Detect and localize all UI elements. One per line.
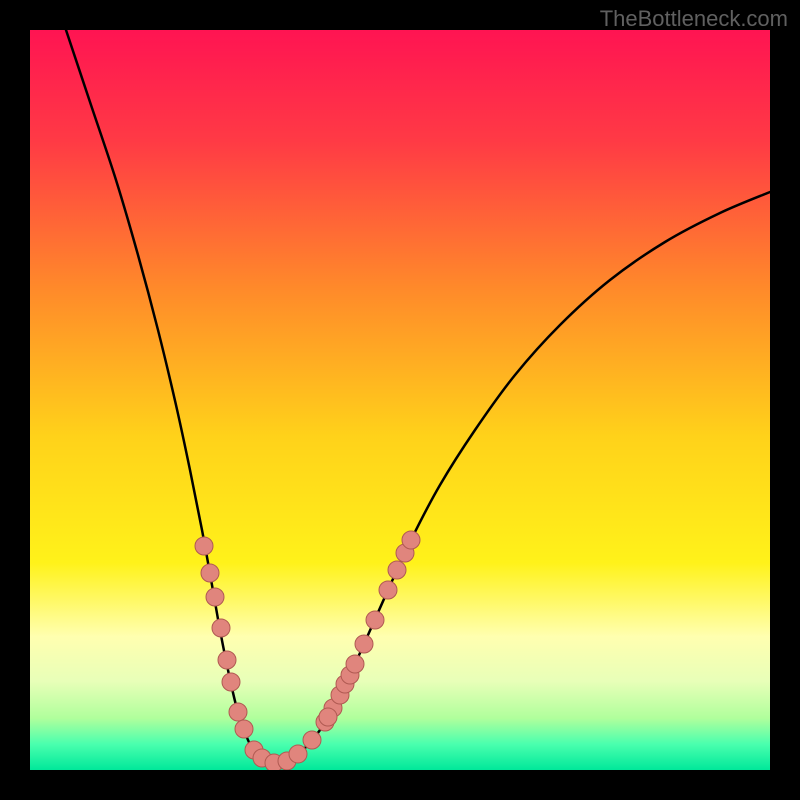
data-marker (402, 531, 420, 549)
data-marker (388, 561, 406, 579)
data-marker (201, 564, 219, 582)
data-marker (212, 619, 230, 637)
data-marker (289, 745, 307, 763)
data-marker (303, 731, 321, 749)
data-markers (195, 531, 420, 770)
watermark-text: TheBottleneck.com (600, 6, 788, 32)
data-marker (379, 581, 397, 599)
bottleneck-curve-layer (30, 30, 770, 770)
data-marker (222, 673, 240, 691)
bottleneck-curve (66, 30, 770, 763)
data-marker (355, 635, 373, 653)
data-marker (218, 651, 236, 669)
data-marker (229, 703, 247, 721)
data-marker (319, 708, 337, 726)
chart-frame: TheBottleneck.com (0, 0, 800, 800)
data-marker (206, 588, 224, 606)
data-marker (346, 655, 364, 673)
data-marker (235, 720, 253, 738)
plot-area (30, 30, 770, 770)
data-marker (366, 611, 384, 629)
data-marker (195, 537, 213, 555)
